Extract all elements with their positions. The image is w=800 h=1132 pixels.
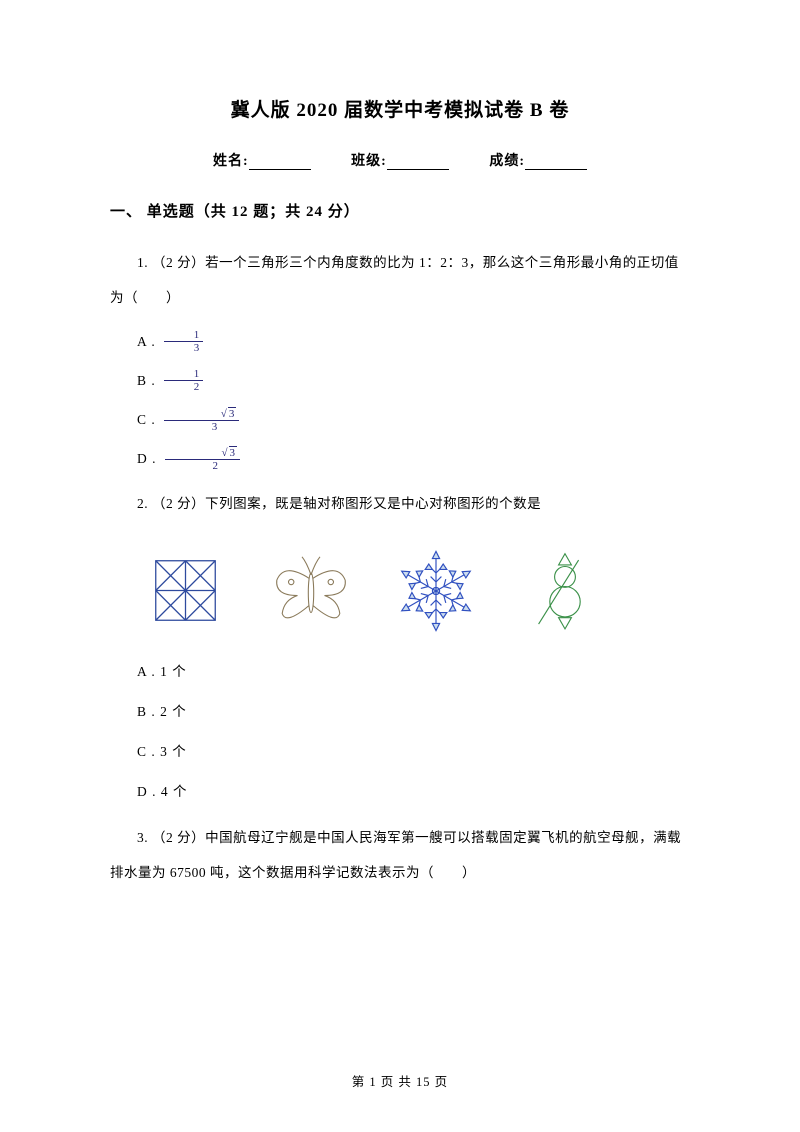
q1-optA-label: A . <box>110 334 156 350</box>
q1-optD-label: D . <box>110 451 157 467</box>
q1-optD-den: 2 <box>183 460 223 472</box>
butterfly-icon <box>263 543 358 638</box>
q2-option-d: D . 4 个 <box>110 780 690 800</box>
q1-optB-num: 1 <box>164 368 204 381</box>
page-container: 冀人版 2020 届数学中考模拟试卷 B 卷 姓名: 班级: 成绩: 一、 单选… <box>0 0 800 890</box>
class-label: 班级: <box>351 154 387 169</box>
q1-option-d: D . 3 2 <box>110 447 690 472</box>
q1-optC-label: C . <box>110 412 156 428</box>
fraction-icon: 1 2 <box>164 368 204 393</box>
name-blank[interactable] <box>249 156 311 170</box>
q1-optB-den: 2 <box>164 381 204 393</box>
class-field: 班级: <box>351 150 449 170</box>
fraction-icon: 3 2 <box>165 447 241 472</box>
q2-option-b: B . 2 个 <box>110 700 690 720</box>
snowman-icon <box>513 543 608 638</box>
q1-optA-den: 3 <box>164 342 204 354</box>
q2-figures-row <box>138 543 690 638</box>
q1-optA-num: 1 <box>164 329 204 342</box>
q2-stem: 2. （2 分）下列图案，既是轴对称图形又是中心对称图形的个数是 <box>110 486 690 521</box>
sqrt-icon: 3 <box>194 408 237 420</box>
q2-option-c: C . 3 个 <box>110 740 690 760</box>
page-footer: 第 1 页 共 15 页 <box>0 1071 800 1090</box>
q1-optD-rad: 3 <box>229 446 238 459</box>
exam-title: 冀人版 2020 届数学中考模拟试卷 B 卷 <box>110 95 690 122</box>
q3-stem: 3. （2 分）中国航母辽宁舰是中国人民海军第一艘可以搭载固定翼飞机的航空母舰，… <box>110 820 690 890</box>
student-info-row: 姓名: 班级: 成绩: <box>110 150 690 170</box>
score-field: 成绩: <box>489 150 587 170</box>
sqrt-icon: 3 <box>195 447 238 459</box>
pinwheel-icon <box>138 543 233 638</box>
name-field: 姓名: <box>213 150 311 170</box>
fraction-icon: 3 3 <box>164 408 240 433</box>
q1-option-b: B . 1 2 <box>110 368 690 393</box>
class-blank[interactable] <box>387 156 449 170</box>
q1-option-c: C . 3 3 <box>110 408 690 433</box>
q1-optC-den: 3 <box>182 421 222 433</box>
name-label: 姓名: <box>213 154 249 169</box>
section-1-heading: 一、 单选题（共 12 题；共 24 分） <box>110 200 690 221</box>
q2-option-a: A . 1 个 <box>110 660 690 680</box>
q1-optC-rad: 3 <box>228 407 237 420</box>
snowflake-icon <box>388 543 483 638</box>
q1-stem: 1. （2 分）若一个三角形三个内角度数的比为 1：2：3，那么这个三角形最小角… <box>110 245 690 315</box>
fraction-icon: 1 3 <box>164 329 204 354</box>
q1-optB-label: B . <box>110 373 156 389</box>
score-label: 成绩: <box>489 154 525 169</box>
q1-option-a: A . 1 3 <box>110 329 690 354</box>
score-blank[interactable] <box>525 156 587 170</box>
